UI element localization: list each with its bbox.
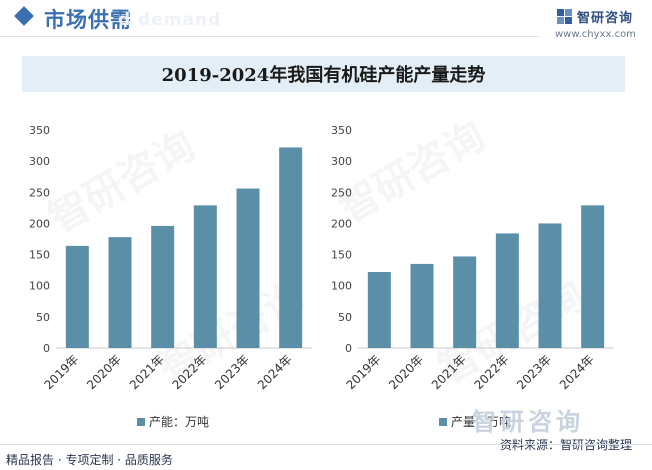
brand-logo-block: 智研咨询 — [556, 7, 633, 26]
bar — [538, 223, 562, 348]
brand-url: www.chyxx.com — [555, 29, 636, 40]
bar — [151, 225, 175, 348]
y-tick-label: 250 — [331, 186, 352, 199]
y-tick-label: 300 — [29, 155, 50, 168]
capacity-bar-chart: 0 50 100 150 200 250 300 350 2019年 2020年 2021年 2022… — [29, 124, 312, 429]
chart-title-band: 2019-2024年我国有机硅产能产量走势 — [22, 56, 625, 92]
legend-swatch — [137, 418, 145, 426]
section-title: 市场供需 — [44, 8, 132, 32]
output-bar-chart: 0 50 100 150 200 250 300 350 2019年 2020年 2021年 2022… — [331, 124, 614, 429]
section-title-en: d demand — [118, 10, 222, 30]
y-tick-label: 250 — [29, 186, 50, 199]
bar — [193, 205, 217, 348]
x-tick-label: 2019年 — [343, 352, 383, 392]
data-source: 资料来源：智研咨询整理 — [500, 438, 633, 452]
x-tick-label: 2023年 — [212, 352, 252, 392]
page-header: 市场供需 d demand 智研咨询 www.chyxx.com — [0, 0, 652, 46]
x-tick-label: 2022年 — [471, 352, 511, 392]
bar — [453, 256, 477, 348]
y-tick-label: 150 — [331, 249, 352, 262]
bar — [65, 245, 89, 348]
y-tick-label: 350 — [29, 124, 50, 137]
y-tick-label: 350 — [331, 124, 352, 137]
x-tick-label: 2019年 — [41, 352, 81, 392]
legend-swatch — [439, 418, 447, 426]
footer-brand-watermark: 智研咨询 — [472, 402, 584, 437]
bar — [581, 205, 605, 348]
y-tick-label: 50 — [36, 311, 50, 324]
bar — [236, 188, 260, 348]
x-tick-label: 2023年 — [514, 352, 554, 392]
y-tick-label: 100 — [331, 280, 352, 293]
bar — [108, 237, 132, 348]
x-tick-label: 2021年 — [429, 352, 469, 392]
footer-tagline: 精品报告 · 专项定制 · 品质服务 — [6, 453, 173, 467]
x-tick-label: 2022年 — [169, 352, 209, 392]
y-tick-label: 150 — [29, 249, 50, 262]
bar — [367, 272, 391, 348]
legend-label: 产量：万吨 — [451, 415, 511, 429]
x-tick-label: 2024年 — [557, 352, 597, 392]
bar — [410, 263, 434, 348]
x-tick-label: 2020年 — [84, 352, 124, 392]
y-tick-label: 50 — [338, 311, 352, 324]
bar — [495, 233, 519, 348]
y-tick-label: 0 — [345, 342, 352, 355]
y-tick-label: 100 — [29, 280, 50, 293]
x-tick-label: 2020年 — [386, 352, 426, 392]
bar — [279, 147, 303, 348]
diamond-icon — [14, 6, 34, 26]
legend-label: 产能：万吨 — [149, 415, 209, 429]
footer-watermark-text: 智研咨询 — [472, 408, 584, 436]
footer-divider — [0, 444, 652, 445]
y-tick-label: 0 — [43, 342, 50, 355]
x-tick-label: 2021年 — [127, 352, 167, 392]
x-tick-label: 2024年 — [255, 352, 295, 392]
brand-logo-icon — [557, 9, 572, 24]
y-tick-label: 200 — [331, 217, 352, 230]
chart-title: 2019-2024年我国有机硅产能产量走势 — [161, 65, 486, 86]
header-divider — [0, 36, 540, 37]
y-tick-label: 300 — [331, 155, 352, 168]
y-tick-label: 200 — [29, 217, 50, 230]
brand-name: 智研咨询 — [577, 11, 634, 26]
